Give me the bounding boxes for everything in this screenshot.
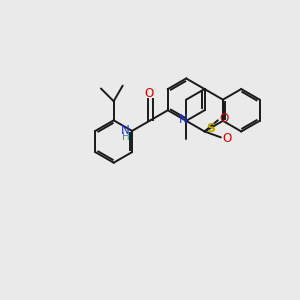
Text: S: S xyxy=(206,122,215,135)
Text: N: N xyxy=(121,124,130,137)
Text: O: O xyxy=(223,132,232,146)
Text: H: H xyxy=(122,132,129,142)
Text: N: N xyxy=(179,113,188,126)
Text: O: O xyxy=(144,87,154,100)
Text: O: O xyxy=(220,112,229,125)
